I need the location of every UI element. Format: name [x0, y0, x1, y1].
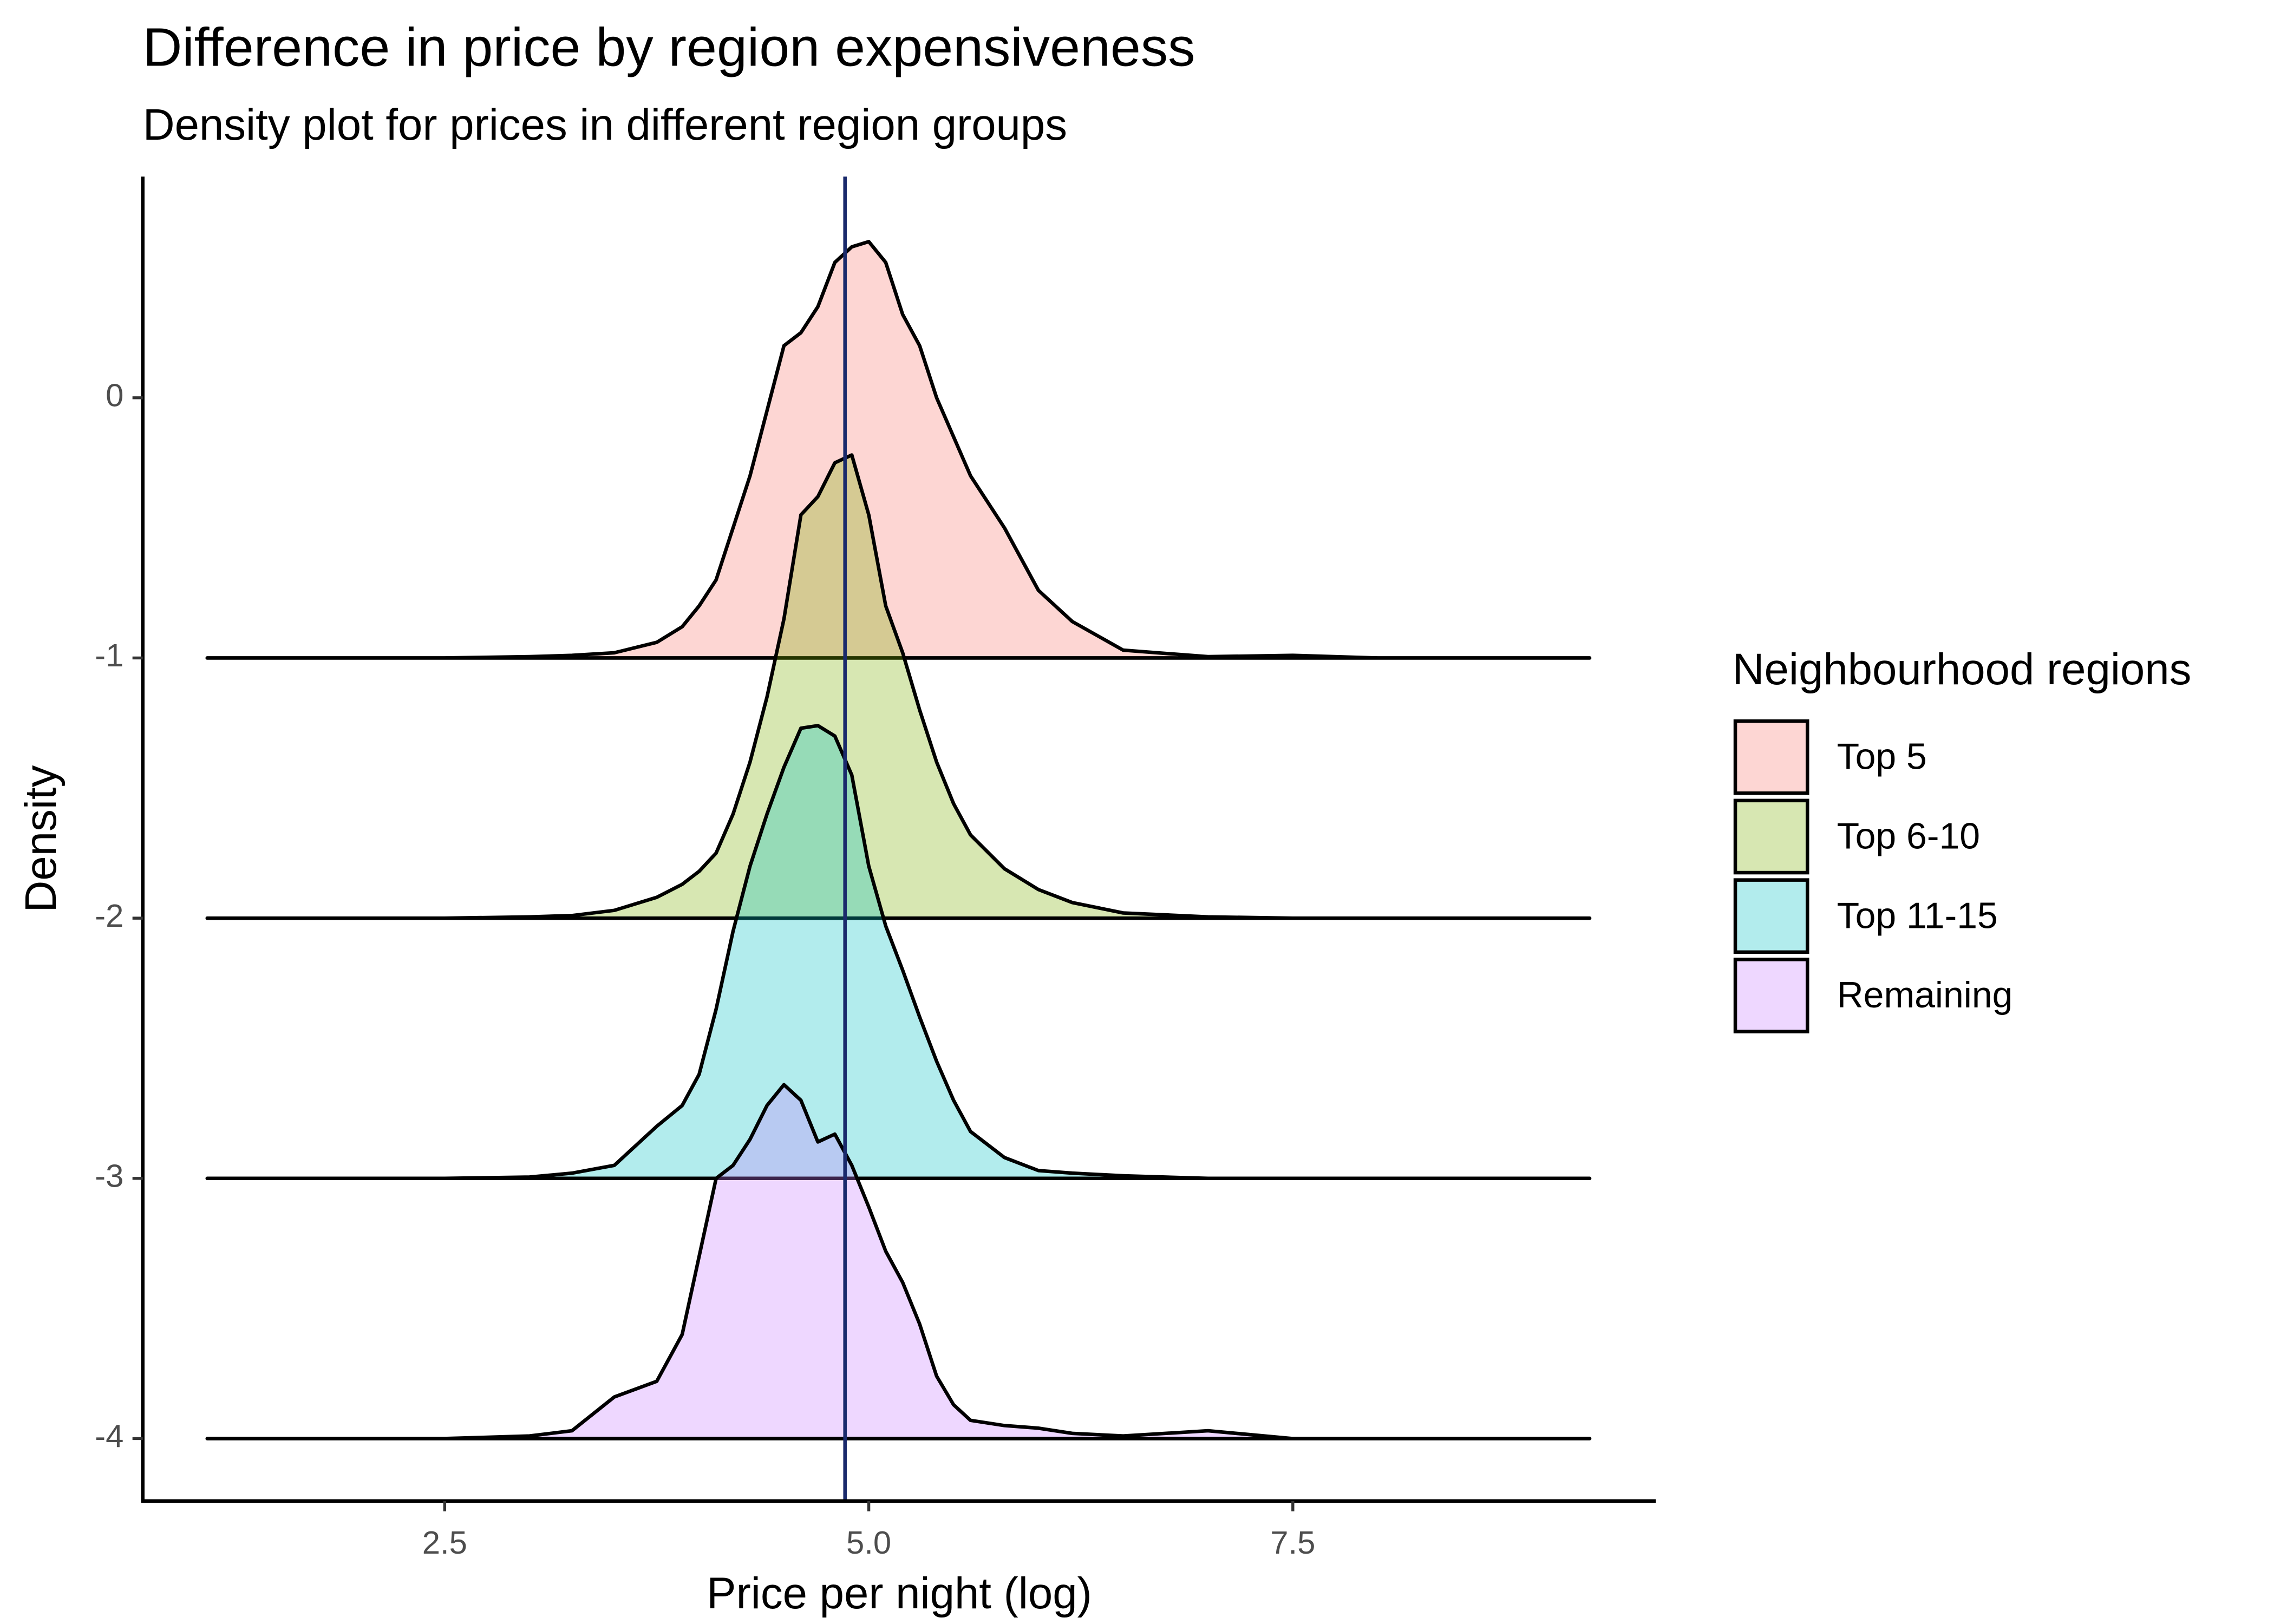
legend-label: Top 11-15	[1837, 895, 1998, 936]
legend-key	[1733, 719, 1809, 795]
density-ridge	[205, 1083, 1592, 1440]
legend-title: Neighbourhood regions	[1733, 645, 2192, 694]
density-ridge	[205, 240, 1592, 660]
legend-label: Remaining	[1837, 974, 2013, 1016]
legend-key	[1733, 878, 1809, 954]
chart-subtitle: Density plot for prices in different reg…	[143, 100, 1067, 149]
density-ridge	[205, 453, 1592, 920]
legend-key-bg	[1735, 721, 1808, 794]
x-axis-title: Price per night (log)	[707, 1569, 1092, 1618]
y-axis-title: Density	[16, 765, 66, 912]
x-tick-label: 2.5	[422, 1524, 467, 1561]
density-ridge	[205, 724, 1592, 1181]
y-tick-label: -2	[95, 898, 123, 934]
legend-label: Top 5	[1837, 736, 1927, 777]
y-tick-label: 0	[106, 377, 123, 414]
x-tick-label: 7.5	[1270, 1524, 1315, 1561]
y-tick-label: -3	[95, 1158, 123, 1194]
legend-key-bg	[1735, 959, 1808, 1032]
legend-key-bg	[1735, 800, 1808, 873]
legend-key-bg	[1735, 880, 1808, 952]
y-tick-label: -4	[95, 1418, 123, 1454]
x-tick-label: 5.0	[846, 1524, 891, 1561]
chart-title: Difference in price by region expensiven…	[143, 17, 1195, 78]
legend-key	[1733, 958, 1809, 1033]
y-tick-label: -1	[95, 637, 123, 673]
legend-key	[1733, 798, 1809, 875]
legend-label: Top 6-10	[1837, 815, 1980, 856]
